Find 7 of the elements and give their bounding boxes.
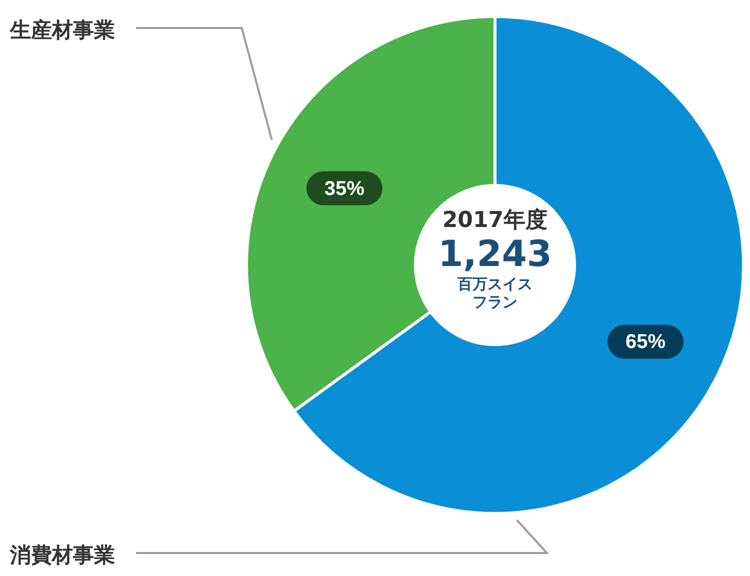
slice-label: 消費材事業 bbox=[10, 542, 115, 569]
data-label: 35% bbox=[324, 178, 365, 200]
data-label: 65% bbox=[626, 331, 666, 354]
text: 百万スイスフラン bbox=[456, 275, 534, 311]
text: 1,243 bbox=[437, 234, 553, 275]
slice-label: 生産材事業 bbox=[10, 17, 115, 44]
text: 2017年度 bbox=[441, 206, 549, 235]
